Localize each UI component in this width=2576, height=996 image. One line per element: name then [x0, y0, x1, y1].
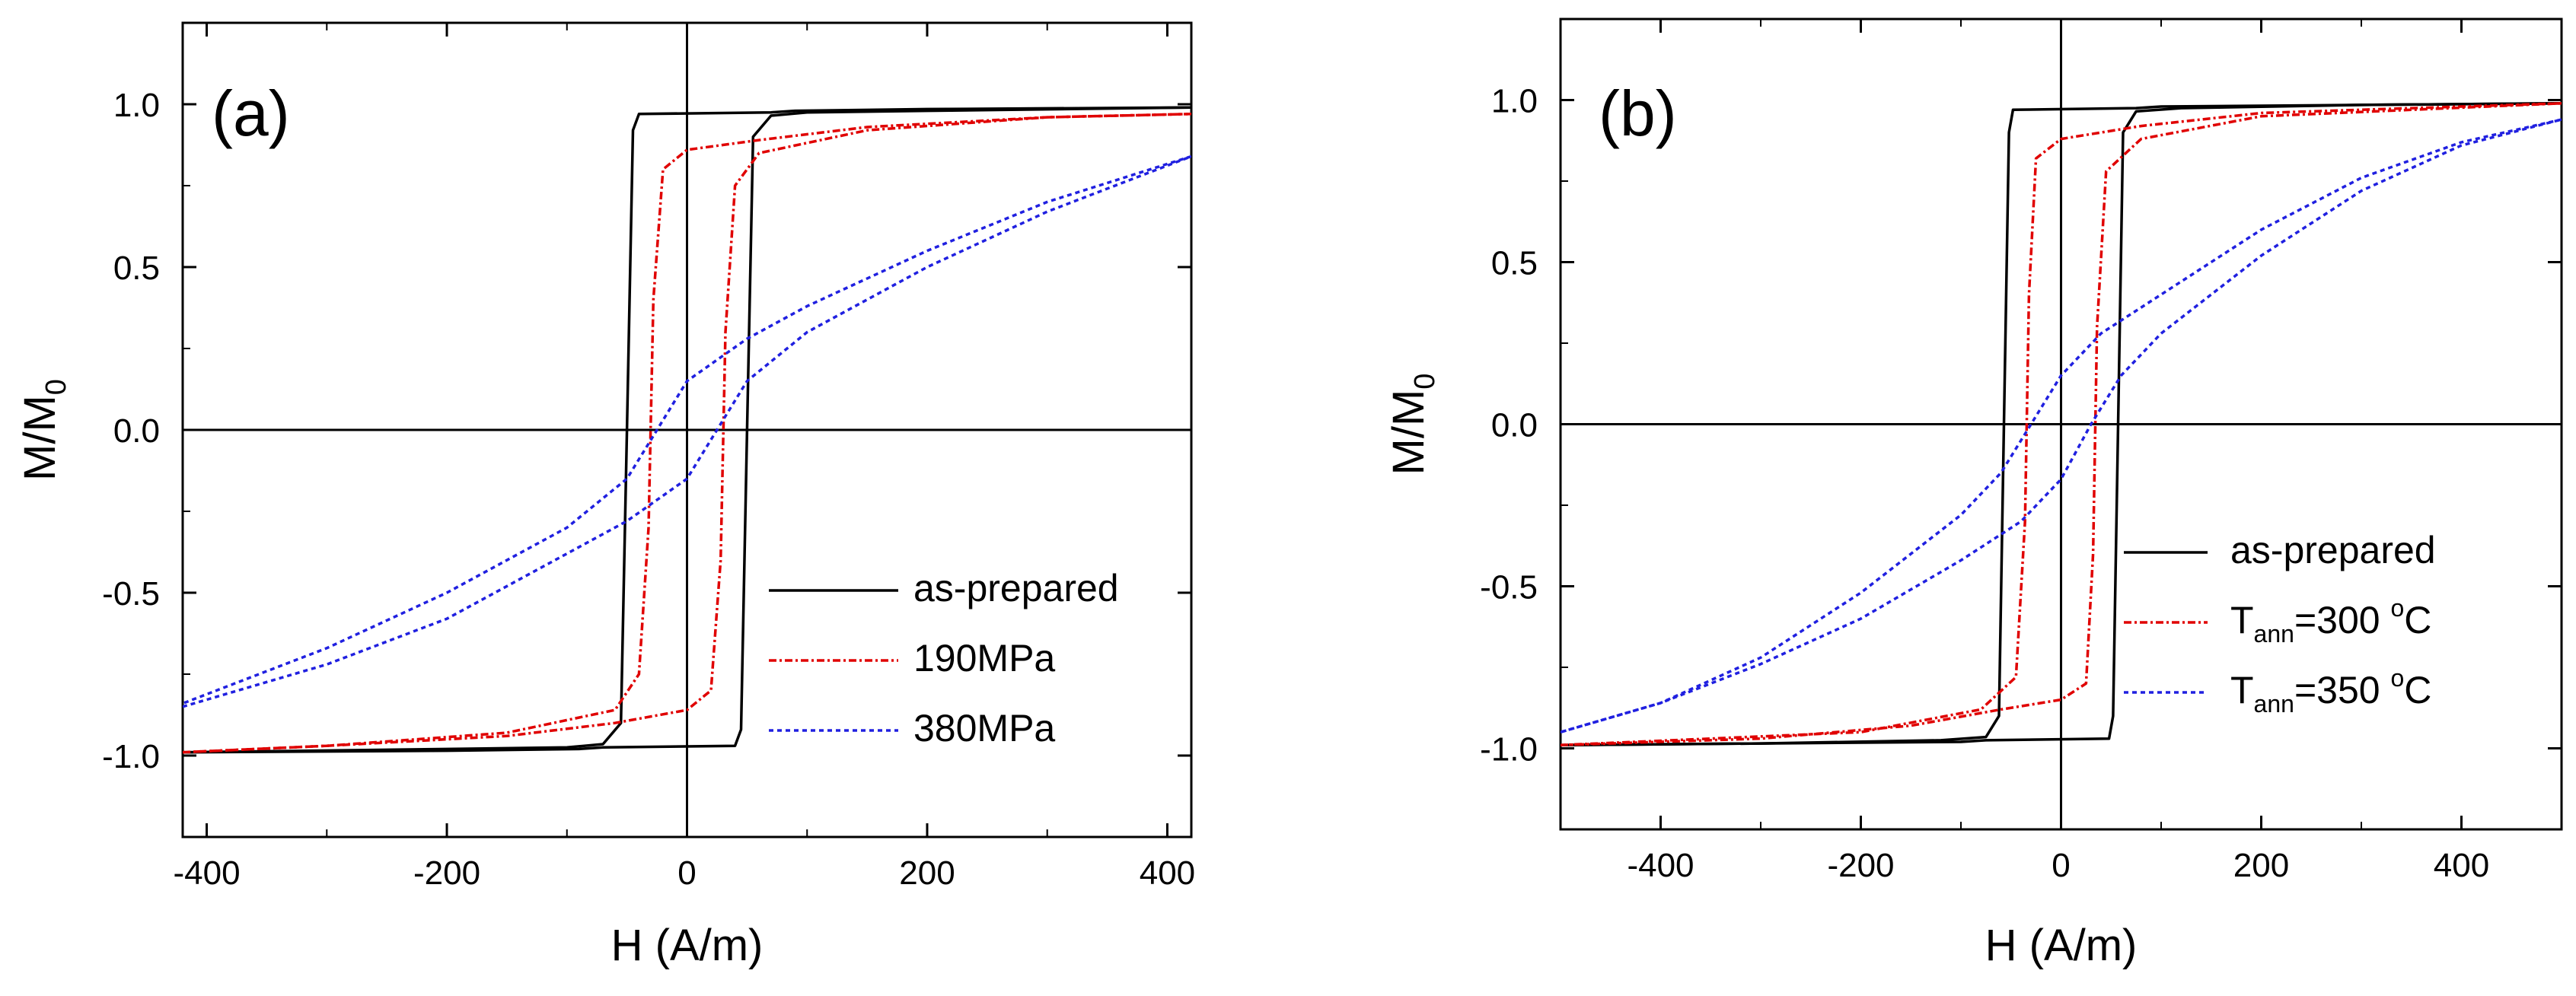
- legend-label: as-prepared: [2230, 529, 2436, 571]
- x-tick-label: 0: [677, 854, 696, 892]
- series-line-ascending: [1561, 102, 2562, 746]
- y-tick-label: 0.0: [113, 412, 160, 450]
- series-line-ascending: [183, 113, 1191, 754]
- y-tick-label: -1.0: [1480, 731, 1538, 768]
- legend-label: Tann=350 oC: [2230, 664, 2431, 718]
- y-tick-label: 1.0: [1491, 83, 1538, 120]
- chart-panel-b: -400 -200 0 200 400 -1.0 -0.5 0.0 0.5 1.0 H (A/m) M…: [1384, 18, 2563, 970]
- y-tick-label: 0.5: [113, 250, 160, 287]
- series-line-descending: [183, 154, 1191, 705]
- x-tick-label: 200: [2233, 847, 2289, 884]
- panel-label: (a): [212, 78, 290, 149]
- x-tick-label: 400: [1140, 854, 1195, 892]
- x-axis-title: H (A/m): [1985, 921, 2138, 970]
- panel-label: (b): [1599, 78, 1677, 149]
- y-axis-title: M/M0: [15, 379, 72, 481]
- x-tick-label: -400: [1627, 847, 1694, 884]
- y-tick-label: -0.5: [1480, 569, 1538, 606]
- series-line-ascending: [1561, 102, 2562, 746]
- x-tick-label: 0: [2052, 847, 2070, 884]
- legend-label: Tann=300 oC: [2230, 594, 2431, 648]
- x-axis-title: H (A/m): [611, 921, 764, 970]
- x-tick-label: -200: [413, 854, 480, 892]
- series-line-descending: [1561, 118, 2562, 733]
- legend-label: 190MPa: [913, 637, 1055, 679]
- series-line-ascending: [183, 106, 1191, 754]
- series-line-ascending: [1561, 118, 2562, 733]
- y-tick-label: -1.0: [102, 738, 160, 775]
- x-tick-label: -200: [1827, 847, 1894, 884]
- y-axis-title: M/M0: [1384, 374, 1441, 476]
- x-tick-label: 400: [2434, 847, 2489, 884]
- y-tick-label: -0.5: [102, 575, 160, 613]
- series-line-descending: [1561, 102, 2562, 746]
- series-line-descending: [183, 106, 1191, 754]
- series-line-descending: [183, 113, 1191, 754]
- x-tick-label: -400: [174, 854, 241, 892]
- series-line-descending: [1561, 102, 2562, 746]
- x-tick-label: 200: [899, 854, 955, 892]
- legend-label: as-prepared: [913, 567, 1119, 609]
- series-line-ascending: [183, 154, 1191, 708]
- y-tick-label: 1.0: [113, 87, 160, 124]
- legend-label: 380MPa: [913, 707, 1055, 749]
- chart-panel-a: -400 -200 0 200 400 -1.0 -0.5 0.0 0.5 1.0 H (A/m) M…: [15, 21, 1195, 970]
- y-tick-label: 0.0: [1491, 407, 1538, 444]
- y-tick-label: 0.5: [1491, 245, 1538, 282]
